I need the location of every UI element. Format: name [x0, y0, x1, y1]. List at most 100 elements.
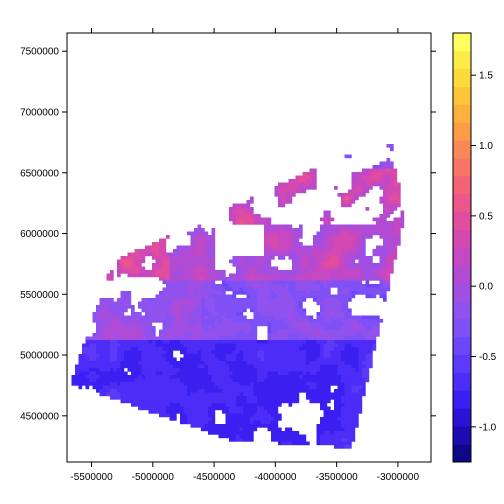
raster-cell [302, 273, 307, 278]
raster-cell [323, 249, 328, 253]
raster-cell [285, 441, 289, 446]
raster-cell [358, 182, 363, 187]
raster-cell [285, 340, 289, 344]
raster-cell [250, 434, 254, 439]
raster-cell [243, 368, 247, 372]
raster-cell [313, 256, 317, 260]
raster-cell [358, 284, 363, 288]
x-tick-label: -3500000 [315, 472, 358, 483]
raster-cell [162, 399, 167, 404]
raster-cell [278, 287, 282, 292]
raster-cell [330, 217, 335, 222]
raster-cell [169, 322, 174, 327]
raster-cell [211, 340, 216, 344]
raster-cell [341, 420, 345, 425]
raster-cell [344, 350, 349, 355]
raster-cell [372, 273, 377, 278]
raster-cell [341, 242, 345, 246]
raster-cell [145, 406, 149, 411]
raster-cell [257, 354, 261, 358]
raster-cell [232, 347, 237, 351]
raster-cell [176, 392, 181, 397]
raster-cell [208, 322, 212, 327]
raster-cell [190, 294, 195, 299]
raster-cell [257, 291, 261, 295]
raster-cell [194, 336, 198, 341]
raster-cell [271, 399, 275, 404]
raster-cell [110, 326, 114, 330]
raster-cell [232, 438, 237, 442]
raster-cell [148, 347, 153, 351]
raster-cell [134, 378, 139, 383]
raster-cell [176, 270, 181, 274]
raster-cell [169, 284, 174, 288]
raster-cell [264, 364, 268, 369]
raster-cell [281, 382, 286, 386]
raster-cell [355, 336, 359, 341]
raster-cell [159, 382, 163, 386]
raster-cell [166, 413, 170, 418]
raster-cell [229, 207, 233, 211]
raster-cell [85, 371, 90, 376]
raster-cell [173, 361, 177, 365]
raster-cell [271, 326, 275, 330]
raster-cell [327, 245, 331, 250]
raster-cell [313, 235, 317, 239]
raster-cell [288, 368, 293, 372]
raster-cell [337, 256, 342, 260]
raster-cell [180, 399, 184, 404]
raster-cell [166, 256, 170, 260]
raster-cell [173, 375, 177, 379]
raster-cell [145, 378, 149, 383]
raster-cell [302, 326, 307, 330]
raster-cell [260, 287, 265, 292]
raster-cell [92, 375, 97, 379]
raster-cell [302, 350, 307, 355]
raster-cell [330, 347, 335, 351]
raster-cell [288, 312, 293, 316]
raster-cell [264, 375, 268, 379]
raster-cell [400, 221, 405, 225]
raster-cell [379, 161, 384, 166]
color-key-swatch [453, 229, 471, 248]
raster-cell [99, 333, 104, 337]
raster-cell [204, 242, 209, 246]
raster-cell [260, 364, 265, 369]
raster-cell [120, 305, 125, 309]
raster-cell [344, 371, 349, 376]
raster-cell [309, 378, 314, 383]
raster-cell [344, 193, 349, 197]
raster-cell [306, 385, 310, 390]
raster-cell [337, 252, 342, 257]
raster-cell [187, 378, 191, 383]
raster-cell [299, 326, 303, 330]
raster-cell [320, 301, 324, 306]
raster-cell [358, 266, 363, 271]
raster-cell [288, 438, 293, 442]
raster-cell [152, 308, 156, 313]
raster-cell [124, 291, 128, 295]
raster-cell [337, 266, 342, 271]
raster-cell [236, 340, 240, 344]
raster-cell [222, 375, 226, 379]
raster-cell [85, 357, 90, 362]
raster-cell [176, 403, 181, 407]
raster-cell [194, 424, 198, 428]
raster-cell [194, 228, 198, 232]
raster-cell [257, 417, 261, 421]
raster-cell [316, 291, 321, 295]
raster-cell [351, 438, 356, 442]
raster-cell [106, 277, 111, 281]
raster-cell [351, 340, 356, 344]
raster-cell [85, 364, 90, 369]
raster-cell [117, 336, 121, 341]
raster-cell [190, 263, 195, 267]
raster-cell [369, 168, 373, 173]
raster-cell [320, 347, 324, 351]
raster-cell [327, 259, 331, 264]
raster-cell [103, 350, 107, 355]
raster-cell [176, 336, 181, 341]
raster-cell [166, 354, 170, 358]
raster-cell [320, 228, 324, 232]
raster-cell [162, 413, 167, 418]
